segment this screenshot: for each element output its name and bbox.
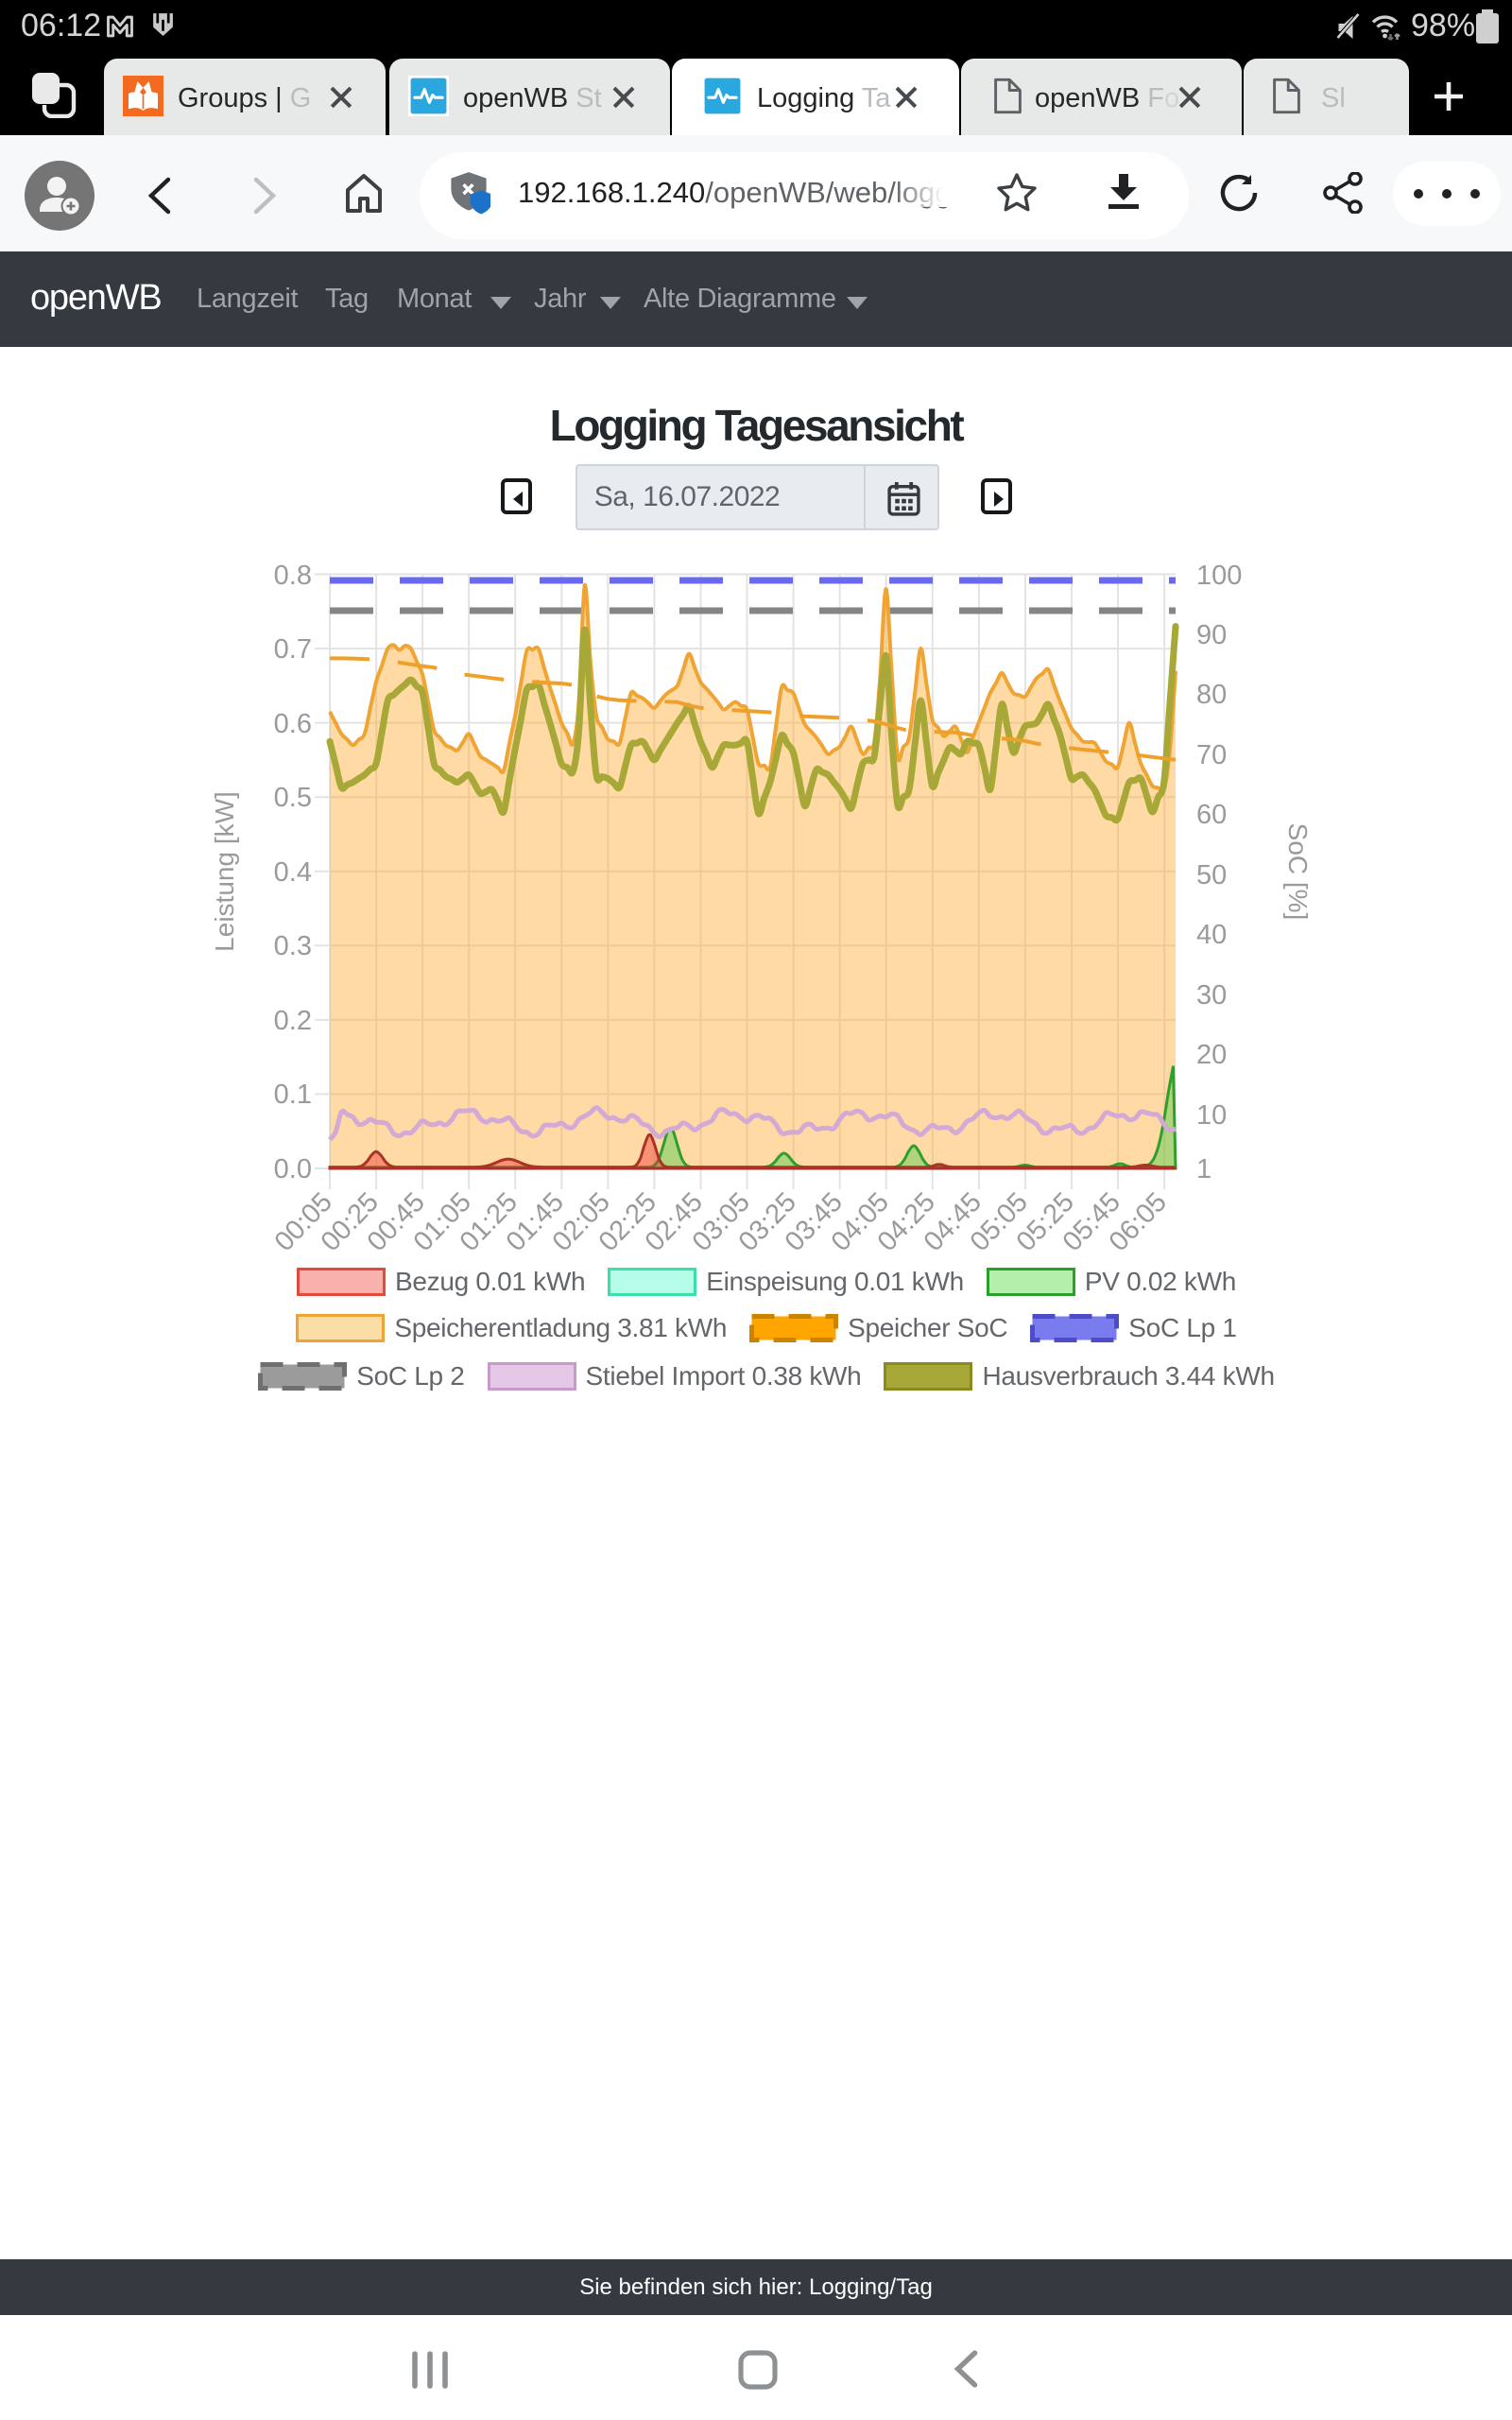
svg-text:0.8: 0.8 — [274, 561, 312, 591]
svg-text:01:05: 01:05 — [408, 1187, 477, 1257]
svg-text:00:45: 00:45 — [362, 1187, 431, 1257]
svg-text:01:25: 01:25 — [455, 1187, 524, 1257]
svg-text:03:45: 03:45 — [780, 1187, 849, 1257]
svg-text:02:25: 02:25 — [593, 1187, 662, 1257]
svg-text:0.1: 0.1 — [274, 1080, 312, 1110]
svg-text:50: 50 — [1196, 860, 1227, 890]
svg-text:100: 100 — [1196, 561, 1242, 591]
svg-text:0.0: 0.0 — [274, 1154, 312, 1184]
svg-text:SoC [%]: SoC [%] — [1283, 823, 1313, 921]
svg-text:60: 60 — [1196, 800, 1227, 830]
svg-text:04:25: 04:25 — [872, 1187, 941, 1257]
svg-text:02:45: 02:45 — [640, 1187, 709, 1257]
svg-text:05:25: 05:25 — [1011, 1187, 1080, 1257]
svg-text:80: 80 — [1196, 680, 1227, 710]
svg-text:04:45: 04:45 — [919, 1187, 988, 1257]
svg-text:00:25: 00:25 — [316, 1187, 385, 1257]
svg-text:04:05: 04:05 — [826, 1187, 895, 1257]
svg-text:00:05: 00:05 — [269, 1187, 338, 1257]
svg-text:10: 10 — [1196, 1100, 1227, 1131]
svg-text:0.6: 0.6 — [274, 709, 312, 739]
svg-text:1: 1 — [1196, 1154, 1211, 1184]
svg-text:30: 30 — [1196, 980, 1227, 1011]
svg-text:02:05: 02:05 — [547, 1187, 616, 1257]
svg-text:0.3: 0.3 — [274, 931, 312, 961]
svg-text:40: 40 — [1196, 920, 1227, 950]
svg-text:03:05: 03:05 — [687, 1187, 756, 1257]
svg-text:70: 70 — [1196, 740, 1227, 770]
svg-text:Leistung [kW]: Leistung [kW] — [210, 791, 239, 952]
svg-text:20: 20 — [1196, 1040, 1227, 1070]
svg-text:90: 90 — [1196, 620, 1227, 650]
svg-text:05:45: 05:45 — [1057, 1187, 1126, 1257]
svg-text:0.2: 0.2 — [274, 1006, 312, 1036]
svg-text:03:25: 03:25 — [733, 1187, 802, 1257]
svg-text:0.7: 0.7 — [274, 634, 312, 665]
svg-text:05:05: 05:05 — [965, 1187, 1034, 1257]
svg-text:01:45: 01:45 — [501, 1187, 570, 1257]
svg-text:0.5: 0.5 — [274, 783, 312, 813]
svg-text:0.4: 0.4 — [274, 857, 312, 888]
svg-text:06:05: 06:05 — [1104, 1187, 1173, 1257]
